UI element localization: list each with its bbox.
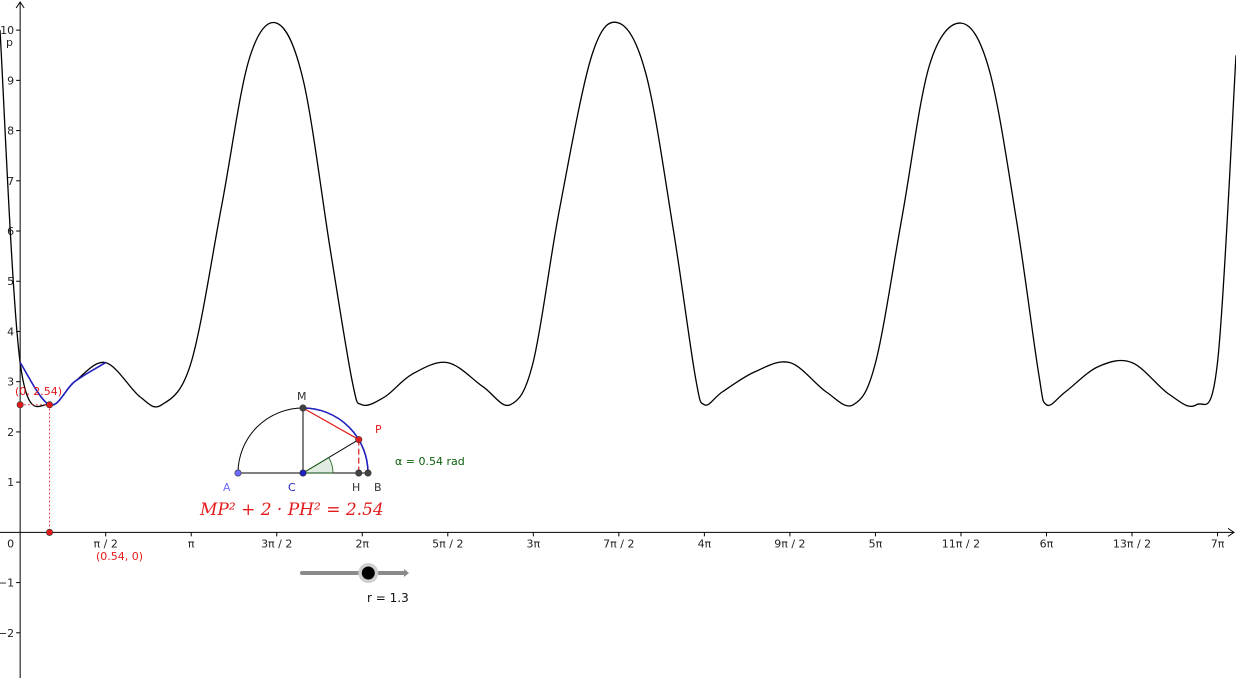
point-y-intercept: [16, 401, 24, 409]
x-tick-label: 9π / 2: [774, 537, 805, 550]
y-tick-label: 5: [7, 275, 14, 288]
curve-layer: [0, 21, 1236, 533]
tick-labels: π / 2 π 3π / 2 2π 5π / 2 3π 7π / 2 4π 9π / 2 5π 11…: [0, 24, 1225, 640]
x-tick-label: 7π: [1211, 537, 1225, 550]
angle-label: α = 0.54 rad: [395, 455, 465, 468]
x-tick-label: 6π: [1040, 537, 1054, 550]
x-tick-label: 4π: [698, 537, 712, 550]
point-c: [299, 469, 307, 477]
points-layer: [16, 401, 372, 536]
point-h: [355, 469, 363, 477]
x-value-point-label: (0.54, 0): [96, 550, 143, 563]
x-tick-label: 2π: [355, 537, 369, 550]
y-tick-label: 3: [7, 376, 14, 389]
x-axis-arrow-icon: [1227, 527, 1235, 537]
x-tick-label: π / 2: [94, 537, 118, 550]
point-x-value: [46, 528, 54, 536]
y-tick-label: 9: [7, 74, 14, 87]
point-label-a: A: [223, 481, 231, 494]
x-tick-label: 13π / 2: [1113, 537, 1151, 550]
quarter-arc-highlight: [302, 407, 369, 474]
x-tick-label: 3π: [527, 537, 541, 550]
y-tick-label: −2: [0, 627, 14, 640]
point-label-c: C: [288, 481, 296, 494]
y-tick-label: 10: [0, 24, 14, 37]
y-tick-label: 7: [7, 175, 14, 188]
point-a: [234, 469, 242, 477]
angle-alpha-sector: [301, 457, 334, 474]
point-label-m: M: [297, 390, 307, 403]
r-slider[interactable]: [300, 563, 409, 583]
slider-arrow-icon: [404, 569, 409, 577]
point-label-b: B: [374, 481, 382, 494]
segment-mp: [302, 407, 360, 441]
curve-highlight-segment: [19, 361, 107, 406]
y-tick-label: 1: [7, 476, 14, 489]
y-tick-label: 4: [7, 325, 14, 338]
y-axis-arrow-icon: [15, 1, 25, 9]
point-b: [364, 469, 372, 477]
formula-label: MP² + 2 · PH² = 2.54: [199, 500, 384, 520]
point-m: [299, 404, 307, 412]
semicircle-construction: [237, 407, 369, 474]
series-name-label: p: [6, 36, 13, 49]
point-curve: [46, 401, 54, 409]
x-tick-label: 5π / 2: [432, 537, 463, 550]
y-tick-label: 2: [7, 426, 14, 439]
point-label-h: H: [352, 481, 360, 494]
x-tick-label: 3π / 2: [261, 537, 292, 550]
slider-label: r = 1.3: [367, 591, 409, 605]
y-intercept-point-label: (0, 2.54): [15, 385, 62, 398]
point-p: [355, 436, 363, 444]
function-curve-p: [0, 21, 1236, 408]
y-tick-label: 0: [7, 537, 14, 550]
y-tick-label: 8: [7, 125, 14, 138]
slider-handle[interactable]: [361, 566, 375, 580]
x-tick-label: π: [188, 537, 195, 550]
x-tick-label: 5π: [869, 537, 883, 550]
point-label-p: P: [375, 423, 382, 436]
y-tick-label: −1: [0, 577, 14, 590]
x-tick-label: 7π / 2: [603, 537, 634, 550]
x-tick-label: 11π / 2: [942, 537, 980, 550]
